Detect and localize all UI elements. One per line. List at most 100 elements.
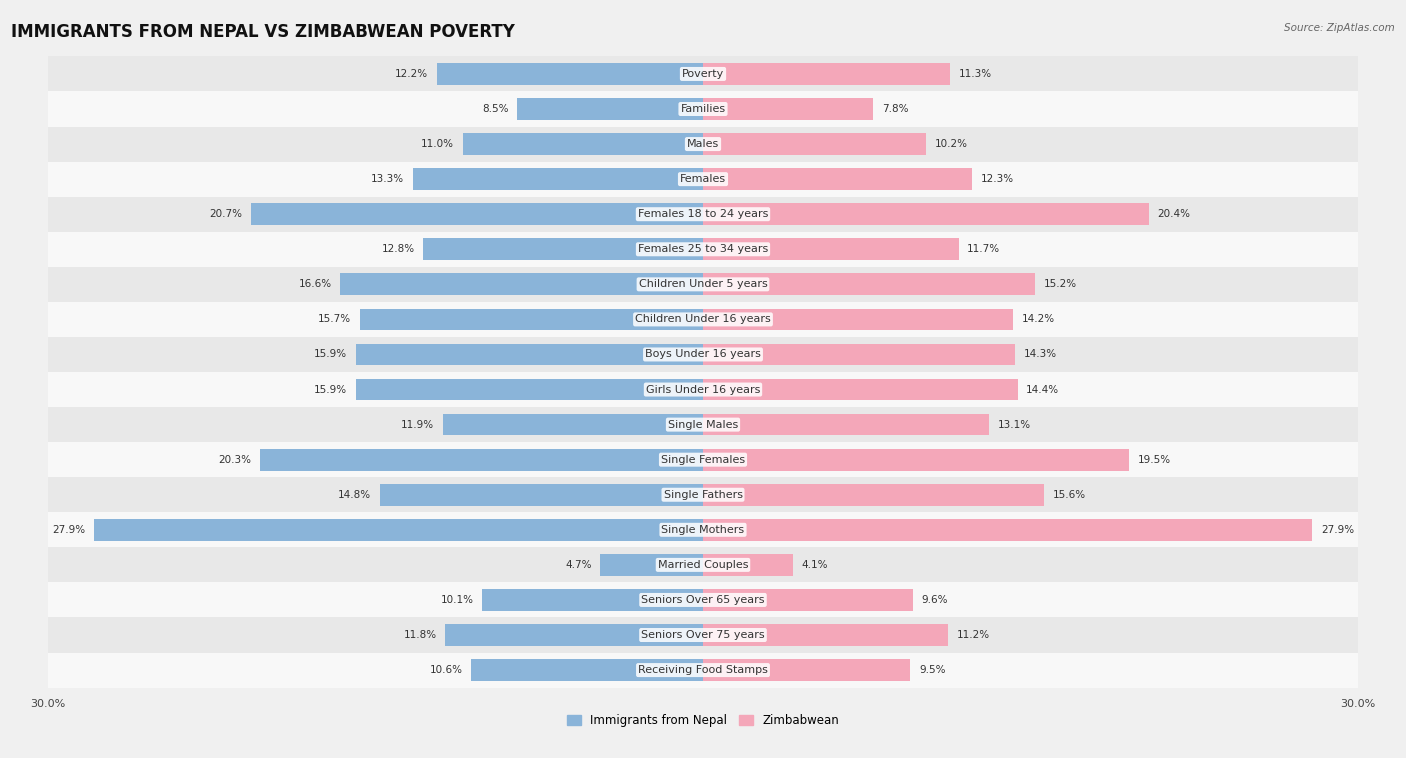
Text: 10.1%: 10.1% (440, 595, 474, 605)
Text: 10.2%: 10.2% (935, 139, 967, 149)
Text: Source: ZipAtlas.com: Source: ZipAtlas.com (1284, 23, 1395, 33)
Bar (436, 63, 703, 85)
Bar (471, 659, 703, 681)
Text: 9.5%: 9.5% (920, 665, 946, 675)
Text: IMMIGRANTS FROM NEPAL VS ZIMBABWEAN POVERTY: IMMIGRANTS FROM NEPAL VS ZIMBABWEAN POVE… (11, 23, 515, 41)
Bar (340, 274, 703, 295)
Bar (482, 589, 703, 611)
Text: 15.6%: 15.6% (1053, 490, 1085, 500)
Bar (703, 343, 1015, 365)
Bar (48, 372, 1358, 407)
Text: Girls Under 16 years: Girls Under 16 years (645, 384, 761, 395)
Bar (703, 624, 948, 646)
Bar (48, 547, 1358, 582)
Text: Seniors Over 65 years: Seniors Over 65 years (641, 595, 765, 605)
Bar (48, 512, 1358, 547)
Text: 11.0%: 11.0% (420, 139, 454, 149)
Text: 11.9%: 11.9% (401, 420, 434, 430)
Text: 7.8%: 7.8% (882, 104, 908, 114)
Bar (48, 653, 1358, 688)
Bar (703, 63, 950, 85)
Bar (48, 267, 1358, 302)
Bar (703, 379, 1018, 400)
Bar (703, 168, 972, 190)
Bar (463, 133, 703, 155)
Text: 14.3%: 14.3% (1024, 349, 1057, 359)
Bar (356, 343, 703, 365)
Bar (703, 309, 1014, 330)
Text: Families: Families (681, 104, 725, 114)
Bar (703, 239, 959, 260)
Text: Married Couples: Married Couples (658, 560, 748, 570)
Text: Seniors Over 75 years: Seniors Over 75 years (641, 630, 765, 640)
Bar (48, 196, 1358, 232)
Bar (703, 203, 1149, 225)
Text: 27.9%: 27.9% (52, 525, 84, 535)
Bar (703, 659, 911, 681)
Text: Children Under 16 years: Children Under 16 years (636, 315, 770, 324)
Bar (356, 379, 703, 400)
Bar (48, 407, 1358, 442)
Text: 11.7%: 11.7% (967, 244, 1001, 254)
Text: 9.6%: 9.6% (921, 595, 948, 605)
Text: 19.5%: 19.5% (1137, 455, 1171, 465)
Text: Single Males: Single Males (668, 420, 738, 430)
Text: 15.2%: 15.2% (1043, 280, 1077, 290)
Text: Boys Under 16 years: Boys Under 16 years (645, 349, 761, 359)
Text: 16.6%: 16.6% (298, 280, 332, 290)
Bar (48, 127, 1358, 161)
Text: 13.3%: 13.3% (371, 174, 404, 184)
Bar (446, 624, 703, 646)
Bar (48, 478, 1358, 512)
Bar (94, 519, 703, 540)
Text: 8.5%: 8.5% (482, 104, 509, 114)
Bar (48, 56, 1358, 92)
Bar (703, 484, 1043, 506)
Bar (703, 274, 1035, 295)
Text: Receiving Food Stamps: Receiving Food Stamps (638, 665, 768, 675)
Text: Children Under 5 years: Children Under 5 years (638, 280, 768, 290)
Text: 14.2%: 14.2% (1022, 315, 1054, 324)
Text: 12.3%: 12.3% (980, 174, 1014, 184)
Text: Females 25 to 34 years: Females 25 to 34 years (638, 244, 768, 254)
Bar (703, 554, 793, 576)
Text: 12.2%: 12.2% (395, 69, 427, 79)
Bar (703, 589, 912, 611)
Bar (703, 449, 1129, 471)
Text: Females 18 to 24 years: Females 18 to 24 years (638, 209, 768, 219)
Bar (48, 442, 1358, 478)
Text: 15.7%: 15.7% (318, 315, 352, 324)
Text: 14.8%: 14.8% (337, 490, 371, 500)
Text: 20.7%: 20.7% (209, 209, 242, 219)
Bar (48, 232, 1358, 267)
Bar (48, 161, 1358, 196)
Bar (703, 519, 1312, 540)
Text: Females: Females (681, 174, 725, 184)
Text: 14.4%: 14.4% (1026, 384, 1059, 395)
Text: Single Fathers: Single Fathers (664, 490, 742, 500)
Text: 4.1%: 4.1% (801, 560, 828, 570)
Text: 20.3%: 20.3% (218, 455, 250, 465)
Bar (600, 554, 703, 576)
Bar (703, 133, 925, 155)
Text: Poverty: Poverty (682, 69, 724, 79)
Bar (380, 484, 703, 506)
Text: 27.9%: 27.9% (1322, 525, 1354, 535)
Text: Single Mothers: Single Mothers (661, 525, 745, 535)
Text: 30.0%: 30.0% (30, 699, 66, 709)
Bar (703, 414, 988, 436)
Text: 12.8%: 12.8% (381, 244, 415, 254)
Bar (423, 239, 703, 260)
Text: 10.6%: 10.6% (430, 665, 463, 675)
Text: 30.0%: 30.0% (1340, 699, 1376, 709)
Text: 15.9%: 15.9% (314, 384, 347, 395)
Bar (260, 449, 703, 471)
Bar (250, 203, 703, 225)
Bar (48, 92, 1358, 127)
Text: 11.3%: 11.3% (959, 69, 991, 79)
Text: Single Females: Single Females (661, 455, 745, 465)
Text: 11.2%: 11.2% (956, 630, 990, 640)
Bar (48, 302, 1358, 337)
Text: 4.7%: 4.7% (565, 560, 592, 570)
Bar (517, 98, 703, 120)
